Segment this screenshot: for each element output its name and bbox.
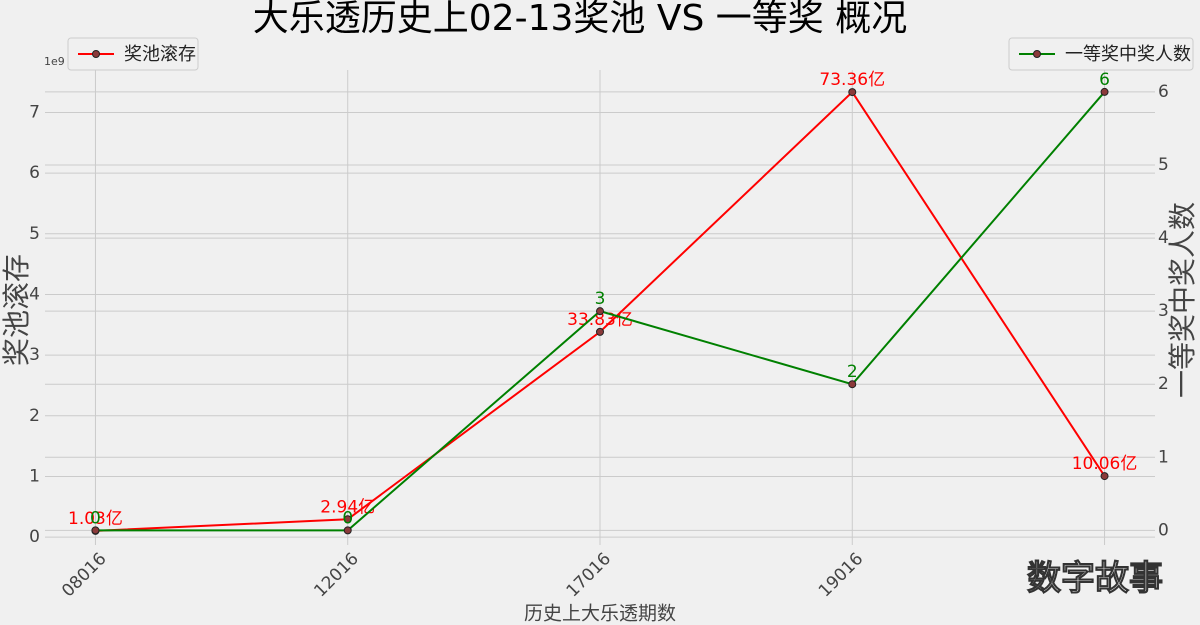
point-marker (848, 88, 857, 97)
x-tick-label: 08016 (58, 549, 110, 601)
y-tick-label: 1 (29, 466, 40, 486)
point-marker (848, 380, 857, 389)
x-tick-label: 12016 (310, 549, 362, 601)
y2-tick-label: 6 (1158, 82, 1169, 102)
x-tick-label: 19016 (815, 549, 867, 601)
y2-axis-label: 一等奖中奖人数 (1166, 202, 1199, 398)
y2-tick-label: 1 (1158, 447, 1169, 467)
legend-box (67, 37, 199, 71)
data-label: 0 (90, 508, 101, 528)
y-axis-label: 奖池滚存 (0, 254, 33, 366)
point-marker (1100, 472, 1109, 481)
legend-marker (1033, 50, 1041, 58)
point-marker (91, 526, 100, 535)
point-marker (596, 327, 604, 336)
y-tick-label: 3 (29, 345, 40, 365)
data-label: 3 (595, 289, 606, 309)
data-label: 2.94亿 (320, 497, 375, 517)
data-label: 6 (1099, 70, 1110, 90)
y-tick-label: 0 (29, 527, 40, 547)
data-label: 10.06亿 (1072, 454, 1138, 474)
data-label: 2 (847, 362, 858, 382)
chart-title: 大乐透历史上02-13奖池 VS 一等奖 概况 (253, 0, 907, 39)
point-marker (343, 515, 352, 524)
point-marker (1100, 87, 1109, 96)
y-offset-label: 1e9 (44, 55, 65, 68)
y2-tick-label: 4 (1158, 228, 1169, 248)
legend-label: 一等奖中奖人数 (1065, 44, 1191, 65)
y-tick-label: 4 (29, 284, 40, 304)
y-tick-label: 7 (29, 102, 40, 122)
point-marker (596, 307, 604, 316)
legend-marker (92, 50, 100, 58)
y2-tick-label: 2 (1158, 374, 1169, 394)
y2-tick-label: 0 (1158, 520, 1169, 540)
legend-label: 奖池滚存 (124, 44, 196, 65)
y-tick-label: 5 (29, 224, 40, 244)
x-tick-label: 17016 (563, 549, 615, 601)
y-tick-label: 2 (29, 406, 40, 426)
y2-tick-label: 3 (1158, 301, 1169, 321)
data-label: 1.03亿 (68, 509, 123, 529)
watermark: 数字故事 (1027, 559, 1163, 599)
y-tick-label: 6 (29, 163, 40, 183)
data-label: 73.36亿 (819, 70, 885, 90)
y2-tick-label: 5 (1158, 155, 1169, 175)
x-axis-label: 历史上大乐透期数 (524, 603, 676, 625)
point-marker (343, 526, 352, 535)
legend-box (1008, 37, 1194, 71)
data-label: 0 (342, 508, 353, 528)
